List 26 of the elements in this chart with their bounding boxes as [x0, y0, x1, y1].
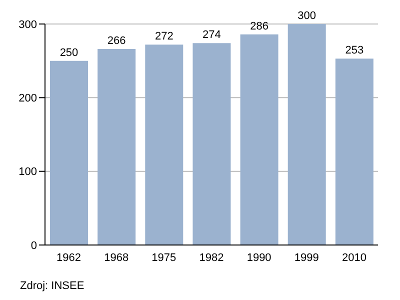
data-label: 286	[250, 20, 268, 32]
data-label: 250	[60, 46, 78, 59]
x-tick-label: 1975	[152, 252, 176, 264]
x-tick-label: 1990	[246, 252, 272, 264]
bar	[98, 49, 136, 245]
y-tick-label: 300	[18, 18, 37, 31]
bar	[50, 60, 88, 245]
bar	[335, 58, 374, 245]
data-label: 266	[107, 35, 126, 48]
bar	[288, 24, 326, 245]
data-label: 300	[298, 10, 316, 22]
bar	[240, 34, 278, 245]
x-tick-label: 1982	[199, 252, 224, 264]
x-tick-label: 1999	[294, 252, 319, 264]
data-label: 274	[202, 29, 221, 42]
y-tick-label: 200	[18, 92, 37, 105]
text: Zdroj: INSEE	[20, 280, 84, 292]
y-tick-label: 0	[30, 240, 37, 252]
bar	[192, 43, 231, 245]
x-tick-label: 1962	[56, 252, 82, 264]
x-tick-label: 1968	[104, 252, 129, 264]
bar	[145, 44, 184, 245]
data-label: 253	[345, 44, 364, 57]
x-tick-label: 2010	[342, 252, 366, 264]
data-label: 272	[154, 30, 174, 43]
y-tick-label: 100	[18, 166, 37, 178]
